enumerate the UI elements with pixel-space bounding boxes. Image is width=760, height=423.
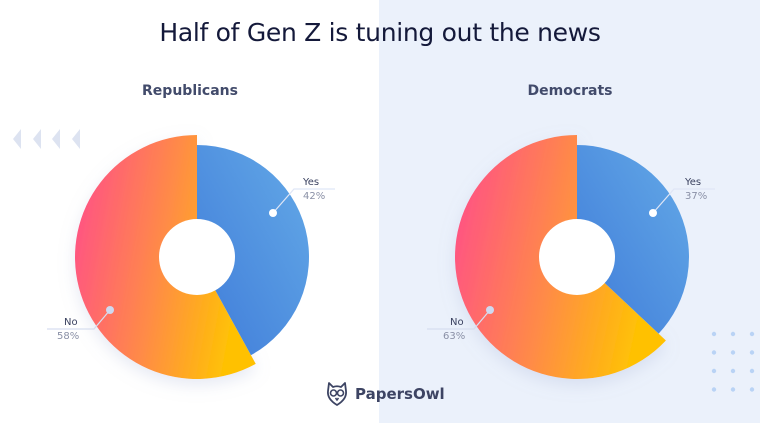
leader-dot-yes [269,209,277,217]
leader-line-yes [272,188,335,214]
pie-center-hole [159,219,235,295]
decorative-dot [711,331,717,337]
owl-logo-icon [327,382,347,406]
label-category: Yes [303,177,320,188]
decorative-dot [730,350,736,355]
decorative-dot [711,387,717,392]
decorative-dot [749,350,755,355]
label-category: Yes [685,177,702,188]
pie-democrats [427,135,715,379]
label-category: No [450,317,464,328]
label-value: 63% [443,331,466,342]
pie-slice-yes [577,145,689,334]
decorative-dot [711,368,717,374]
label-no-democrats: No 63% [443,317,465,342]
label-category: No [64,317,78,328]
label-value: 42% [303,191,326,202]
leader-dot-no [106,306,114,314]
arrow-left-icon [52,129,60,149]
decorative-dot [730,368,736,374]
leader-line-no [47,309,111,330]
arrow-left-icon [13,129,21,149]
label-value: 58% [57,331,80,342]
leader-dot-yes [649,209,657,217]
pie-slice-yes [197,145,310,356]
decorative-arrows [13,129,80,149]
label-no-republicans: No 58% [57,317,79,342]
leader-dot-no [486,306,494,314]
page-title: Half of Gen Z is tuning out the news [159,18,601,47]
brand-name: PapersOwl [355,385,445,403]
decorative-dot [749,368,755,374]
pie-republicans [47,135,335,379]
decorative-dot [730,387,736,392]
leader-line-yes [652,188,715,214]
arrow-left-icon [33,129,41,149]
label-value: 37% [685,191,708,202]
leader-line-no [427,309,491,330]
decorative-dot [730,331,736,337]
label-yes-democrats: Yes 37% [685,177,707,202]
arrow-left-icon [72,129,80,149]
pie-center-hole [539,219,615,295]
label-yes-republicans: Yes 42% [303,177,325,202]
decorative-dot [749,331,755,337]
decorative-dots [711,331,755,392]
decorative-dot [749,387,755,392]
brand-logo: PapersOwl [325,381,445,407]
chart-title-republicans: Republicans [142,83,238,99]
decorative-dot [711,350,717,355]
chart-title-democrats: Democrats [527,83,613,99]
